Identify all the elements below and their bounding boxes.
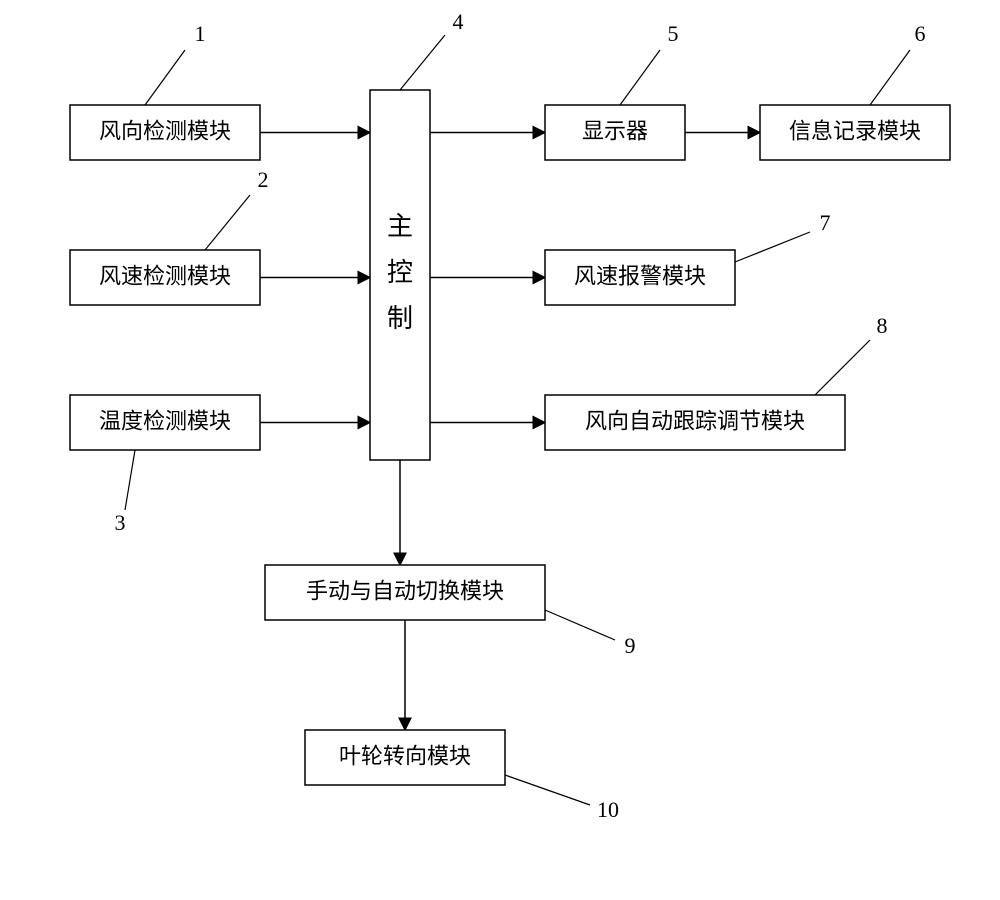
- node-n10-label: 叶轮转向模块: [339, 744, 471, 769]
- leader-n4-number: 4: [453, 9, 464, 34]
- leader-n8: [815, 340, 870, 395]
- leader-n9: [545, 610, 615, 640]
- leader-n3-number: 3: [115, 510, 126, 535]
- leader-n3: [125, 450, 135, 510]
- node-n6-label: 信息记录模块: [789, 119, 921, 144]
- node-n4-label-char: 制: [387, 304, 413, 333]
- node-n10: 叶轮转向模块: [305, 730, 505, 785]
- leader-n1: [145, 50, 185, 105]
- leader-n5: [620, 50, 660, 105]
- leader-n6-number: 6: [915, 21, 926, 46]
- leader-n8-number: 8: [877, 313, 888, 338]
- node-n4: 主控制: [370, 90, 430, 460]
- node-n2: 风速检测模块: [70, 250, 260, 305]
- leader-n1-number: 1: [195, 21, 206, 46]
- node-n9-label: 手动与自动切换模块: [306, 579, 504, 604]
- leader-n7-number: 7: [820, 210, 831, 235]
- leader-n5-number: 5: [668, 21, 679, 46]
- leader-n4: [400, 35, 445, 90]
- leader-n9-number: 9: [625, 633, 636, 658]
- leader-n2: [205, 195, 250, 250]
- node-n2-label: 风速检测模块: [99, 264, 231, 289]
- node-n6: 信息记录模块: [760, 105, 950, 160]
- nodes-layer: 风向检测模块风速检测模块温度检测模块 主控制 显示器 信息记录模块风速报警模块风向自动…: [70, 90, 950, 785]
- node-n7-label: 风速报警模块: [574, 264, 706, 289]
- node-n7: 风速报警模块: [545, 250, 735, 305]
- node-n1-label: 风向检测模块: [99, 119, 231, 144]
- node-n4-label-char: 控: [387, 258, 413, 287]
- node-n8-label: 风向自动跟踪调节模块: [585, 409, 805, 434]
- leader-n10-number: 10: [597, 797, 619, 822]
- leader-n6: [870, 50, 910, 105]
- node-n3: 温度检测模块: [70, 395, 260, 450]
- leader-n2-number: 2: [258, 167, 269, 192]
- node-n4-label-char: 主: [387, 212, 413, 241]
- node-n9: 手动与自动切换模块: [265, 565, 545, 620]
- node-n8: 风向自动跟踪调节模块: [545, 395, 845, 450]
- node-n5: 显示器: [545, 105, 685, 160]
- node-n1: 风向检测模块: [70, 105, 260, 160]
- node-n3-label: 温度检测模块: [99, 409, 231, 434]
- leader-n10: [505, 775, 590, 805]
- leader-n7: [735, 232, 810, 262]
- node-n5-label: 显示器: [582, 119, 648, 144]
